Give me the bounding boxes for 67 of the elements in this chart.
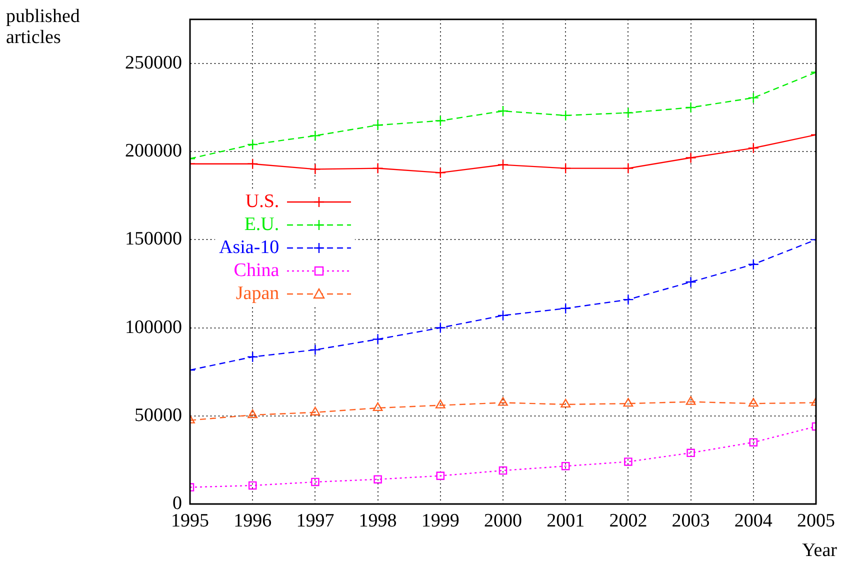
legend-label: U.S. (245, 190, 280, 213)
point (497, 159, 509, 170)
point (310, 406, 320, 416)
legend-label: China (234, 259, 280, 282)
point (247, 158, 258, 170)
x-tick-label: 2005 (797, 510, 835, 532)
point (685, 276, 696, 288)
point (686, 448, 695, 458)
point (247, 138, 258, 150)
point (372, 120, 384, 131)
point (561, 462, 570, 470)
point (247, 351, 258, 362)
x-tick-label: 2000 (484, 510, 522, 532)
point (498, 397, 508, 406)
x-tick-label: 1996 (234, 510, 272, 532)
point (560, 110, 572, 122)
y-tick-label: 100000 (125, 316, 182, 338)
point (434, 115, 446, 126)
legend-label: E.U. (244, 213, 280, 236)
point (498, 466, 508, 475)
y-tick-label: 250000 (125, 52, 182, 74)
point (310, 130, 321, 142)
x-tick-label: 1998 (358, 510, 397, 532)
point (436, 472, 445, 480)
point (435, 400, 446, 408)
y-axis-title: published articles (6, 6, 81, 48)
point (434, 167, 446, 178)
point (374, 475, 382, 484)
point (560, 302, 572, 314)
point (748, 398, 758, 407)
point (434, 322, 446, 334)
y-tick-label: 50000 (134, 404, 182, 426)
point (310, 164, 321, 175)
point (311, 478, 320, 486)
point (372, 334, 384, 345)
point (624, 458, 632, 466)
point (372, 162, 384, 174)
x-axis-title: Year (802, 540, 837, 561)
x-tick-label: 2002 (609, 510, 648, 532)
point (748, 142, 759, 154)
point (686, 396, 696, 405)
point (685, 152, 696, 164)
point (310, 344, 321, 356)
y-tick-label: 200000 (125, 140, 182, 162)
point (622, 294, 634, 306)
point (560, 162, 572, 174)
point (623, 398, 634, 407)
legend-label: Asia-10 (219, 236, 280, 259)
x-tick-label: 2001 (546, 510, 585, 532)
x-tick-label: 1997 (296, 510, 334, 532)
x-tick-label: 2003 (672, 510, 710, 532)
point (622, 107, 634, 118)
y-tick-label: 150000 (125, 228, 182, 250)
point (749, 438, 758, 446)
point (248, 409, 258, 418)
point (560, 398, 571, 408)
point (622, 162, 634, 174)
point (497, 105, 509, 117)
legend-label: Japan (236, 282, 280, 305)
x-tick-label: 2004 (734, 510, 773, 532)
point (372, 402, 383, 412)
point (248, 481, 257, 490)
point (748, 258, 759, 270)
point (497, 310, 509, 322)
point (748, 92, 759, 104)
x-tick-label: 1999 (421, 510, 460, 532)
point (685, 102, 696, 114)
